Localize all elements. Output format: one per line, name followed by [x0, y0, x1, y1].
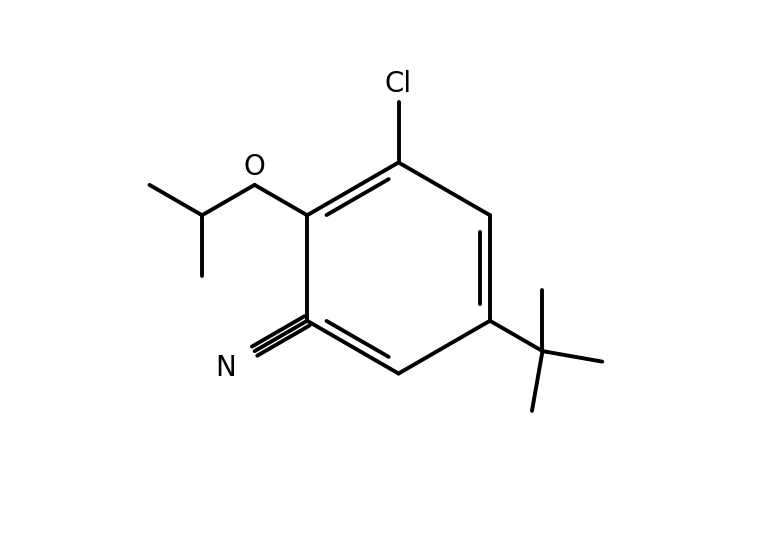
Text: Cl: Cl	[385, 70, 412, 98]
Text: N: N	[215, 354, 236, 382]
Text: O: O	[244, 153, 265, 181]
